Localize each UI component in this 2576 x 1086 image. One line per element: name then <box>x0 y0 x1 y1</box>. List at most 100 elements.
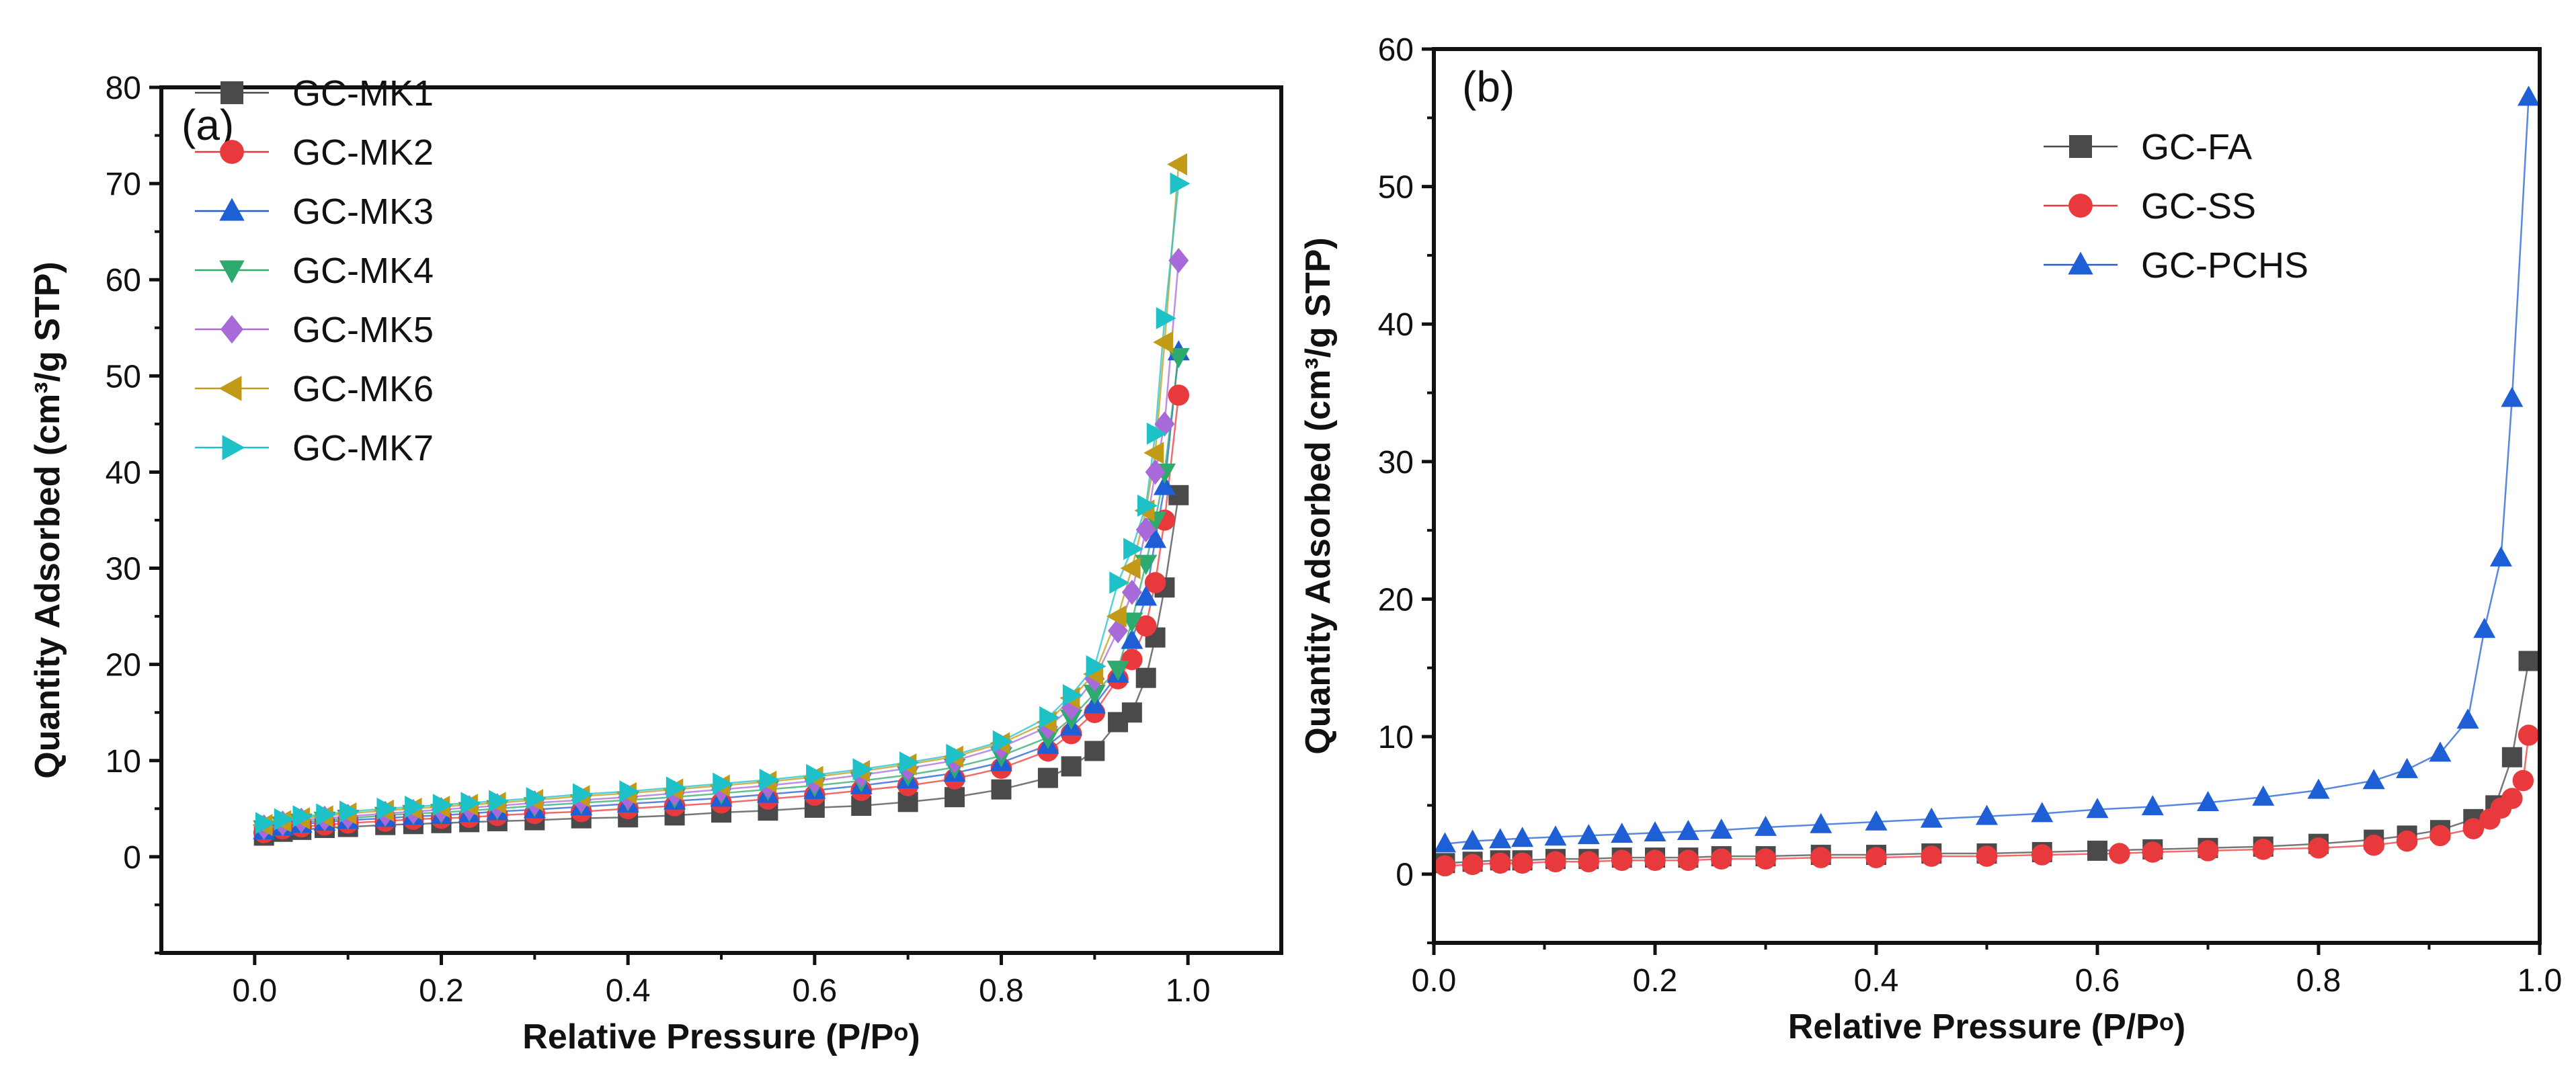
data-point <box>405 795 426 818</box>
x-tick-label: 0.4 <box>1854 963 1899 999</box>
data-point <box>946 743 967 766</box>
x-tick-label: 0.8 <box>2296 963 2341 999</box>
data-point <box>1143 442 1164 464</box>
data-point <box>2363 834 2384 856</box>
data-point <box>991 779 1012 800</box>
data-point <box>2141 795 2164 816</box>
data-point <box>1865 810 1888 831</box>
panel-a-markers <box>252 153 1191 846</box>
data-point <box>255 812 276 835</box>
data-point <box>1511 852 1533 874</box>
y-tick-label: 0 <box>123 840 141 876</box>
data-point <box>2429 741 2452 762</box>
legend-label: GC-MK1 <box>292 73 434 114</box>
data-point <box>1135 585 1158 606</box>
data-point <box>292 805 313 828</box>
data-point <box>1121 628 1143 649</box>
panel-a-legend: GC-MK1 GC-MK2 GC-MK3 GC-MK4 GC-MK5 GC-MK6 GC-M… <box>195 73 434 468</box>
data-point <box>2142 841 2163 863</box>
legend-label: GC-FA <box>2141 127 2252 167</box>
data-point <box>2307 778 2330 799</box>
data-point <box>1120 557 1141 580</box>
data-point <box>1489 852 1511 874</box>
data-point <box>1109 571 1130 594</box>
data-point <box>1433 832 1456 853</box>
series-points-gc-pchs <box>1433 85 2540 853</box>
data-point <box>526 787 547 810</box>
legend-marker <box>220 315 243 344</box>
panel-b-markers <box>1433 85 2540 877</box>
x-tick-label: 0.2 <box>1633 963 1678 999</box>
data-point <box>2518 85 2540 106</box>
legend-item-gc-ss: GC-SS <box>2044 186 2256 226</box>
legend-label: GC-MK2 <box>292 132 434 173</box>
legend-marker <box>219 198 245 221</box>
data-point <box>1865 847 1887 868</box>
data-point <box>1121 702 1142 723</box>
data-point <box>1544 825 1567 846</box>
data-point <box>2308 837 2329 859</box>
data-point <box>713 772 733 795</box>
legend-item-gc-mk5: GC-MK5 <box>195 310 434 350</box>
data-point <box>2512 769 2534 792</box>
data-point <box>432 794 453 817</box>
panel-a-y-axis-label: Quantity Adsorbed (cm³/g STP) <box>28 261 67 778</box>
data-point <box>1086 655 1106 678</box>
x-tick-label: 0.6 <box>792 973 837 1009</box>
x-tick-label: 1.0 <box>2518 963 2563 999</box>
data-point <box>2362 769 2385 790</box>
data-point <box>1677 849 1699 871</box>
data-point <box>1710 818 1733 839</box>
data-point <box>992 730 1013 753</box>
legend-item-gc-mk4: GC-MK4 <box>195 251 434 291</box>
data-point <box>2473 618 2496 638</box>
legend-label: GC-MK6 <box>292 369 434 409</box>
panel-b-y-ticks: 0 10 20 30 40 50 60 <box>1378 32 1434 944</box>
y-tick-label: 30 <box>1378 445 1414 481</box>
data-point <box>1578 851 1600 873</box>
data-point <box>1644 849 1666 871</box>
data-point <box>489 790 510 812</box>
legend-item-gc-pchs: GC-PCHS <box>2044 245 2308 286</box>
legend-marker <box>218 376 242 401</box>
data-point <box>2109 843 2130 864</box>
y-tick-label: 50 <box>1378 170 1414 206</box>
data-point <box>1062 683 1083 706</box>
data-point <box>2197 791 2219 812</box>
legend-marker <box>219 260 245 284</box>
panel-a-y-ticks: 0 10 20 30 40 50 60 70 80 <box>106 71 161 954</box>
data-point <box>1644 821 1666 842</box>
data-point <box>2501 747 2522 767</box>
legend-label: GC-MK7 <box>292 428 434 468</box>
panel-b-y-axis-label: Quantity Adsorbed (cm³/g STP) <box>1299 237 1338 754</box>
legend-marker <box>220 81 243 104</box>
data-point <box>2396 830 2418 852</box>
data-point <box>1976 804 1998 825</box>
y-tick-label: 20 <box>1378 582 1414 618</box>
panel-a-x-ticks: 0.0 0.2 0.4 0.6 0.8 1.0 <box>232 953 1211 1009</box>
data-point <box>1920 807 1943 828</box>
y-tick-label: 10 <box>1378 720 1414 755</box>
legend-item-gc-fa: GC-FA <box>2044 127 2252 167</box>
data-point <box>1123 538 1144 560</box>
data-point <box>1144 572 1166 593</box>
data-point <box>1976 845 1998 867</box>
y-tick-label: 0 <box>1396 858 1414 893</box>
data-point <box>1461 853 1484 876</box>
data-point <box>1153 474 1176 495</box>
panel-a-x-axis-label: Relative Pressure (P/Po) <box>522 1017 920 1056</box>
legend-label: GC-MK3 <box>292 192 434 232</box>
x-tick-label: 0.0 <box>232 973 277 1009</box>
data-point <box>899 751 920 774</box>
y-tick-label: 10 <box>106 744 141 780</box>
data-point <box>1511 827 1534 847</box>
data-point <box>1135 517 1156 543</box>
data-point <box>1168 384 1190 406</box>
data-point <box>2429 825 2451 847</box>
data-point <box>2489 546 2512 567</box>
data-point <box>1168 247 1189 274</box>
data-point <box>2396 757 2419 778</box>
y-tick-label: 40 <box>1378 307 1414 343</box>
